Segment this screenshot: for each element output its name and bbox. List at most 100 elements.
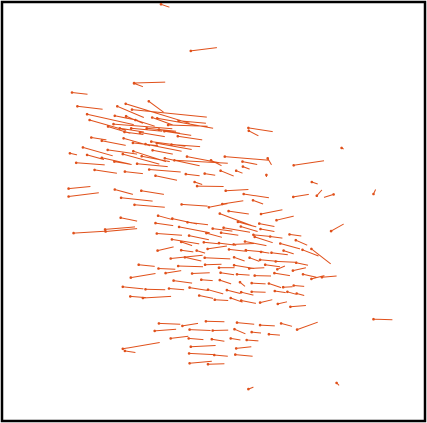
vector-point: [129, 127, 133, 130]
vector-47: [121, 152, 160, 165]
vector-38: [170, 143, 201, 148]
vector-line: [148, 100, 164, 113]
vector-line: [190, 345, 216, 348]
vector-point: [121, 285, 125, 289]
vector-42: [151, 149, 173, 155]
vector-point: [310, 277, 313, 281]
vector-point: [273, 289, 277, 293]
vector-point: [141, 296, 145, 300]
vector-point: [232, 263, 236, 267]
vector-line: [178, 120, 206, 124]
vector-line: [182, 322, 199, 327]
vector-point: [301, 248, 304, 252]
vector-point: [265, 173, 268, 177]
vector-168: [250, 281, 266, 285]
vector-line: [289, 233, 302, 237]
vector-line: [248, 130, 259, 137]
vector-point: [251, 199, 255, 202]
vector-point: [187, 352, 191, 355]
vector-218: [188, 360, 212, 365]
vector-line: [233, 243, 255, 245]
vector-216: [213, 353, 228, 357]
vector-point: [85, 112, 89, 116]
vector-135: [310, 247, 332, 265]
vector-line: [171, 144, 201, 148]
vector-64: [203, 172, 216, 176]
vector-line: [236, 346, 252, 349]
vector-line: [207, 289, 224, 295]
vector-line: [270, 236, 283, 239]
vector-line: [130, 273, 156, 279]
vector-9: [85, 112, 134, 126]
vector-line: [86, 113, 134, 126]
vector-95: [186, 221, 209, 226]
vector-point: [234, 169, 238, 172]
vector-55: [74, 161, 105, 166]
vector-line: [240, 226, 258, 232]
vector-point: [252, 233, 255, 237]
vector-105: [72, 230, 107, 235]
vector-point: [138, 131, 142, 134]
vector-66: [234, 169, 243, 174]
vector-line: [155, 222, 174, 227]
vector-61: [123, 170, 143, 175]
vector-line: [207, 245, 227, 250]
vector-79: [242, 192, 269, 199]
vector-103: [222, 226, 251, 233]
vector-point: [247, 387, 250, 391]
vector-point: [155, 142, 159, 145]
vector-165: [200, 278, 213, 282]
vector-point: [171, 217, 174, 220]
vector-point: [205, 231, 208, 235]
vector-line: [154, 328, 177, 332]
vector-marks: [67, 3, 393, 391]
vector-point: [235, 321, 239, 324]
vector-148: [217, 266, 235, 270]
vector-92: [119, 216, 138, 222]
vector-point: [122, 137, 125, 140]
vector-point: [187, 234, 191, 237]
vector-point: [225, 288, 229, 292]
vector-62: [147, 168, 181, 173]
vector-line: [114, 161, 132, 165]
vector-115: [170, 238, 200, 245]
vector-140: [248, 256, 260, 262]
vector-131: [259, 250, 270, 254]
vector-point: [155, 117, 159, 120]
vector-line: [242, 161, 258, 165]
vector-36: [144, 142, 182, 152]
vector-210: [245, 338, 259, 342]
vector-15: [155, 117, 214, 129]
vector-line: [280, 243, 301, 250]
vector-point: [137, 263, 140, 267]
vector-line: [158, 322, 181, 325]
vector-point: [76, 105, 79, 108]
vector-point: [229, 337, 232, 340]
vector-point: [232, 255, 236, 259]
vector-line: [260, 324, 275, 327]
vector-147: [203, 263, 222, 267]
vector-91: [275, 215, 294, 222]
vector-point: [156, 249, 159, 252]
vector-line: [249, 257, 260, 262]
vector-point: [188, 286, 191, 289]
vector-point: [156, 214, 160, 217]
vector-point: [273, 271, 276, 275]
vector-point: [153, 329, 156, 333]
vector-line: [149, 169, 181, 173]
vector-184: [141, 295, 172, 300]
vector-point: [124, 114, 128, 118]
vector-point: [259, 227, 262, 231]
vector-point: [67, 187, 70, 190]
vector-point: [266, 157, 270, 160]
vector-0: [159, 3, 170, 8]
vector-point: [103, 228, 107, 231]
vector-96: [218, 212, 252, 227]
vector-point: [210, 337, 214, 341]
vector-line: [230, 337, 241, 341]
vector-line: [204, 257, 231, 260]
vector-188: [239, 299, 256, 304]
vector-point: [258, 222, 261, 225]
vector-point: [239, 225, 243, 228]
vector-line: [260, 209, 283, 215]
